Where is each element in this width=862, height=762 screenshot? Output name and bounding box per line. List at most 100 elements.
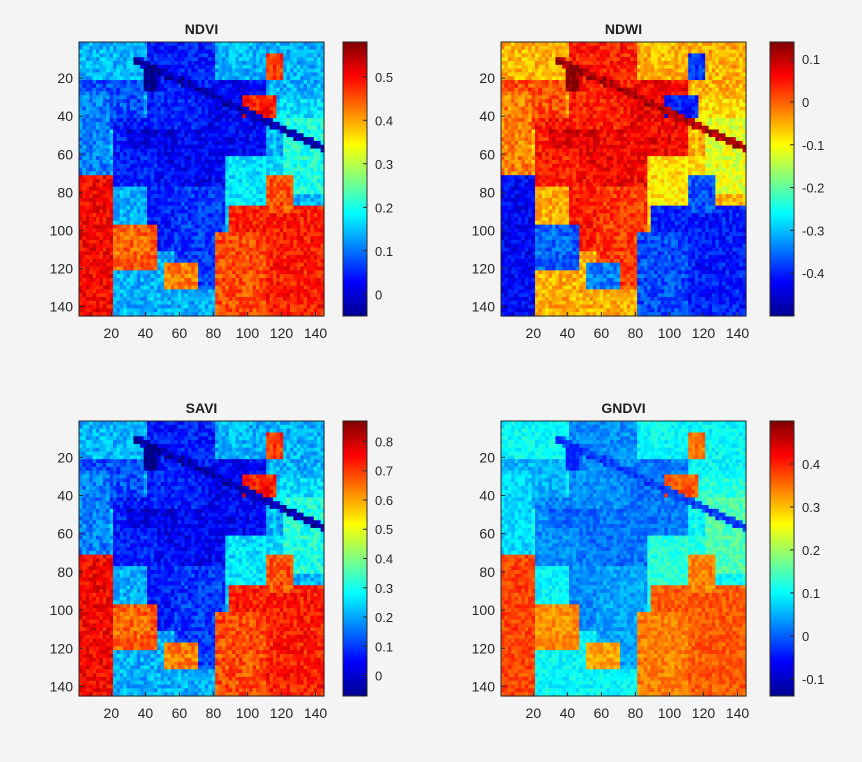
heatmap-cell (120, 107, 124, 111)
heatmap-cell (96, 259, 100, 263)
heatmap-cell (191, 137, 195, 141)
heatmap-cell (290, 99, 294, 103)
heatmap-cell (317, 46, 321, 50)
heatmap-cell (222, 57, 226, 61)
heatmap-cell (96, 175, 100, 179)
heatmap-cell (181, 282, 185, 286)
heatmap-cell (106, 293, 110, 297)
heatmap-cell (147, 130, 151, 134)
heatmap-cell (276, 267, 280, 271)
heatmap-cell (120, 209, 124, 213)
heatmap-cell (256, 114, 260, 118)
heatmap-cell (106, 209, 110, 213)
heatmap-cell (147, 179, 151, 183)
heatmap-cell (96, 263, 100, 267)
heatmap-cell (157, 187, 161, 191)
heatmap-cell (144, 42, 148, 46)
heatmap-cell (266, 111, 270, 115)
heatmap-cell (205, 137, 209, 141)
heatmap-cell (120, 225, 124, 229)
heatmap-cell (229, 194, 233, 198)
heatmap-cell (120, 198, 124, 202)
heatmap-cell (208, 57, 212, 61)
heatmap-cell (120, 122, 124, 126)
heatmap-cell (161, 111, 165, 115)
heatmap-cell (317, 107, 321, 111)
heatmap-cell (120, 65, 124, 69)
heatmap-cell (82, 141, 86, 145)
heatmap-cell (256, 107, 260, 111)
heatmap-cell (266, 72, 270, 76)
heatmap-cell (290, 137, 294, 141)
heatmap-cell (147, 187, 151, 191)
heatmap-cell (229, 95, 233, 99)
heatmap-cell (276, 259, 280, 263)
heatmap-cell (256, 198, 260, 202)
heatmap-cell (82, 175, 86, 179)
heatmap-cell (239, 152, 243, 156)
heatmap-cell (144, 251, 148, 255)
heatmap-cell (239, 240, 243, 244)
heatmap-cell (266, 149, 270, 153)
heatmap-cell (229, 267, 233, 271)
heatmap-cell (161, 130, 165, 134)
heatmap-cell (191, 232, 195, 236)
heatmap-cell (178, 133, 182, 137)
heatmap-cell (144, 236, 148, 240)
heatmap-cell (195, 126, 199, 130)
heatmap-cell (208, 107, 212, 111)
heatmap-cell (167, 209, 171, 213)
heatmap-cell (256, 122, 260, 126)
heatmap-cell (239, 114, 243, 118)
heatmap-cell (147, 53, 151, 57)
heatmap-cell (229, 141, 233, 145)
heatmap-cell (253, 289, 257, 293)
heatmap-cell (229, 99, 233, 103)
heatmap-cell (181, 267, 185, 271)
heatmap-cell (205, 293, 209, 297)
heatmap-cell (120, 137, 124, 141)
heatmap-cell (106, 99, 110, 103)
heatmap-cell (147, 149, 151, 153)
heatmap-cell (219, 286, 223, 290)
heatmap-cell (144, 187, 148, 191)
heatmap-cell (239, 297, 243, 301)
heatmap-cell (290, 164, 294, 168)
heatmap-cell (307, 88, 311, 92)
heatmap-cell (256, 251, 260, 255)
heatmap-cell (256, 183, 260, 187)
heatmap-cell (130, 111, 134, 115)
heatmap-cell (222, 65, 226, 69)
heatmap-cell (256, 289, 260, 293)
heatmap-cell (317, 133, 321, 137)
heatmap-cell (147, 145, 151, 149)
heatmap-cell (133, 297, 137, 301)
heatmap-cell (133, 42, 137, 46)
heatmap-cell (161, 175, 165, 179)
heatmap-cell (167, 103, 171, 107)
heatmap-cell (222, 225, 226, 229)
heatmap-cell (256, 164, 260, 168)
heatmap-cell (181, 69, 185, 73)
heatmap-cell (239, 198, 243, 202)
heatmap-cell (195, 232, 199, 236)
heatmap-cell (208, 282, 212, 286)
heatmap-cell (256, 286, 260, 290)
heatmap-cell (242, 232, 246, 236)
heatmap-cell (205, 206, 209, 210)
heatmap-cell (229, 187, 233, 191)
heatmap-cell (133, 72, 137, 76)
heatmap-cell (253, 114, 257, 118)
heatmap-cell (161, 84, 165, 88)
heatmap-cell (266, 274, 270, 278)
heatmap-cell (317, 152, 321, 156)
heatmap-cell (106, 149, 110, 153)
heatmap-cell (256, 179, 260, 183)
heatmap-cell (205, 232, 209, 236)
heatmap-cell (205, 190, 209, 194)
heatmap-cell (266, 61, 270, 65)
heatmap-cell (82, 80, 86, 84)
heatmap-cell (205, 240, 209, 244)
heatmap-cell (133, 160, 137, 164)
heatmap-cell (253, 88, 257, 92)
